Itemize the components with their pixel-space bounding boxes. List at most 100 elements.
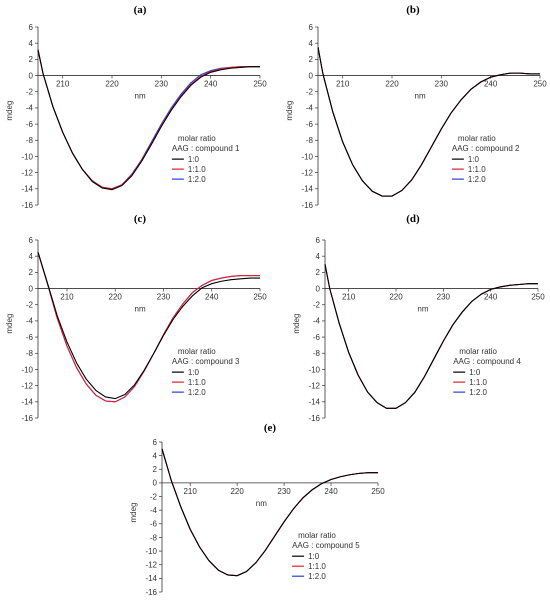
y-tick-label: -4	[306, 104, 314, 113]
y-tick-label: -4	[26, 317, 34, 326]
y-tick-label: 4	[29, 39, 34, 48]
y-tick-label: -10	[145, 547, 157, 556]
series-line-1:2.0	[161, 448, 378, 577]
y-tick-label: -6	[150, 520, 158, 529]
panel-letter: (c)	[134, 213, 147, 225]
series-line-1:1.0	[37, 49, 260, 190]
chart-panel-2: (b) 6 4 2 0 -2 -4 -6 -8 -10 -12 -14 -16 210 220 230 240 2…	[285, 4, 547, 210]
legend-title: molar ratio	[458, 134, 496, 143]
y-tick-label: -12	[145, 561, 157, 570]
y-tick-label: 0	[316, 284, 321, 293]
legend-entry: 1:2.0	[188, 175, 206, 184]
legend-entry: 1:1.0	[308, 562, 326, 571]
legend-entry: 1:0	[188, 368, 200, 377]
legend-title: molar ratio	[459, 347, 497, 356]
y-tick-label: -16	[308, 414, 320, 423]
x-axis-label: nm	[415, 92, 426, 101]
x-tick-label: 210	[60, 293, 74, 302]
legend-entry: 1:0	[468, 155, 480, 164]
chart-panel-3: (c) 6 4 2 0 -2 -4 -6 -8 -10 -12 -14 -16 210 220 230 240 2…	[5, 213, 267, 423]
y-tick-label: -6	[26, 333, 34, 342]
y-tick-label: 4	[29, 252, 34, 261]
series-line-1:0	[37, 251, 260, 400]
y-tick-label: -6	[26, 120, 34, 129]
legend-entry: 1:1.0	[188, 165, 206, 174]
x-tick-label: 250	[253, 80, 267, 89]
y-tick-label: 2	[29, 268, 34, 277]
y-tick-label: -8	[306, 136, 314, 145]
y-tick-label: -4	[313, 317, 321, 326]
legend-entry: 1:2.0	[308, 572, 326, 581]
y-tick-label: -16	[21, 414, 33, 423]
legend-entry: 1:0	[469, 368, 481, 377]
x-tick-label: 240	[484, 80, 498, 89]
y-tick-label: -6	[313, 333, 321, 342]
x-tick-label: 250	[371, 487, 385, 496]
x-axis-label: nm	[256, 499, 267, 508]
x-tick-label: 220	[105, 80, 119, 89]
legend-entry: 1:2.0	[468, 175, 486, 184]
y-tick-label: 6	[316, 236, 321, 245]
y-tick-label: -16	[301, 201, 313, 210]
y-tick-label: 4	[309, 39, 314, 48]
y-tick-label: -2	[313, 301, 321, 310]
x-tick-label: 230	[155, 80, 169, 89]
panel-letter: (d)	[406, 213, 420, 225]
y-tick-label: -12	[301, 168, 313, 177]
x-tick-label: 250	[253, 293, 267, 302]
y-tick-label: 6	[153, 438, 158, 447]
y-tick-label: 4	[316, 252, 321, 261]
chart-panel-1: (a) 6 4 2 0 -2 -4 -6 -8 -10 -12 -14 -16 210 220 230 240 2…	[5, 4, 267, 210]
series-line-1:2.0	[37, 49, 260, 190]
legend-entry: 1:1.0	[469, 378, 487, 387]
x-axis-label: nm	[417, 305, 428, 314]
x-tick-label: 250	[531, 293, 545, 302]
x-tick-label: 210	[56, 80, 70, 89]
x-tick-label: 230	[437, 293, 451, 302]
y-tick-label: -2	[26, 88, 34, 97]
legend-entry: 1:0	[188, 155, 200, 164]
legend-entry: 1:0	[308, 552, 320, 561]
chart-panel-4: (d) 6 4 2 0 -2 -4 -6 -8 -10 -12 -14 -16 210 220 230 240 2…	[292, 213, 545, 423]
series-line-1:2.0	[37, 251, 260, 403]
series-line-1:0	[324, 264, 538, 409]
y-tick-label: -2	[150, 492, 158, 501]
y-tick-label: 6	[29, 236, 34, 245]
series-line-1:0	[37, 49, 260, 191]
legend-title: molar ratio	[298, 531, 336, 540]
y-tick-label: -10	[21, 152, 33, 161]
y-tick-label: -8	[26, 349, 34, 358]
chart-panel-5: (e) 6 4 2 0 -2 -4 -6 -8 -10 -12 -14 -16 210 220 230 240 2…	[129, 422, 385, 597]
x-tick-label: 250	[533, 80, 547, 89]
series-line-1:0	[317, 47, 540, 197]
y-tick-label: -14	[145, 574, 157, 583]
series-line-1:0	[161, 448, 378, 577]
y-tick-label: -16	[21, 201, 33, 210]
y-tick-label: -10	[308, 365, 320, 374]
legend-subtitle: AAG : compound 5	[292, 541, 360, 550]
legend-subtitle: AAG : compound 4	[453, 357, 521, 366]
y-tick-label: -14	[301, 185, 313, 194]
y-tick-label: 2	[316, 268, 321, 277]
y-axis-label: mdeg	[5, 314, 14, 334]
y-axis-label: mdeg	[292, 314, 301, 334]
series-line-1:1.0	[317, 47, 540, 197]
x-tick-label: 220	[385, 80, 399, 89]
x-tick-label: 210	[336, 80, 350, 89]
x-tick-label: 240	[204, 80, 218, 89]
x-tick-label: 230	[435, 80, 449, 89]
y-tick-label: 0	[29, 284, 34, 293]
legend-title: molar ratio	[178, 134, 216, 143]
y-tick-label: -8	[150, 533, 158, 542]
y-axis-label: mdeg	[285, 101, 294, 121]
legend-entry: 1:1.0	[188, 378, 206, 387]
y-tick-label: 2	[29, 55, 34, 64]
y-tick-label: 0	[29, 71, 34, 80]
y-tick-label: -12	[21, 381, 33, 390]
x-tick-label: 240	[484, 293, 498, 302]
panel-letter: (e)	[264, 422, 277, 434]
y-tick-label: -12	[21, 168, 33, 177]
x-tick-label: 220	[230, 487, 244, 496]
y-tick-label: 0	[153, 479, 158, 488]
